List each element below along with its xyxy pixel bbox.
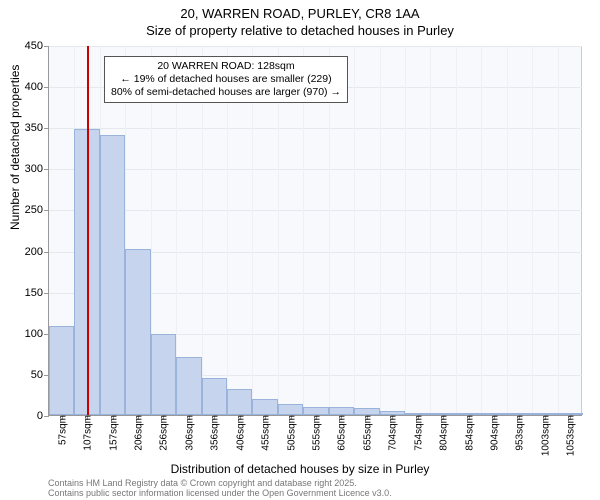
y-tick-mark — [44, 252, 49, 253]
footnote-line2: Contains public sector information licen… — [48, 488, 392, 498]
gridline-v — [481, 46, 482, 415]
x-tick-label: 655sqm — [360, 415, 373, 451]
gridline-h — [49, 46, 582, 47]
gridline-v — [532, 46, 533, 415]
chart-title-line1: 20, WARREN ROAD, PURLEY, CR8 1AA — [0, 6, 600, 21]
histogram-bar — [100, 135, 125, 415]
x-tick-label: 555sqm — [310, 415, 323, 451]
gridline-h — [49, 169, 582, 170]
x-tick-label: 704sqm — [386, 415, 399, 451]
x-tick-label: 754sqm — [411, 415, 424, 451]
histogram-bar — [303, 407, 328, 415]
histogram-bar — [227, 389, 252, 415]
y-tick-mark — [44, 169, 49, 170]
x-axis-label: Distribution of detached houses by size … — [0, 462, 600, 476]
x-tick-label: 57sqm — [55, 415, 68, 445]
annotation-box: 20 WARREN ROAD: 128sqm← 19% of detached … — [104, 56, 348, 103]
x-tick-label: 206sqm — [132, 415, 145, 451]
histogram-bar — [151, 334, 176, 415]
x-tick-label: 804sqm — [437, 415, 450, 451]
plot-area: 05010015020025030035040045057sqm107sqm15… — [48, 46, 582, 416]
gridline-v — [558, 46, 559, 415]
annotation-line3: 80% of semi-detached houses are larger (… — [111, 86, 341, 99]
y-tick-mark — [44, 46, 49, 47]
gridline-v — [354, 46, 355, 415]
reference-line — [87, 46, 89, 415]
gridline-v — [405, 46, 406, 415]
x-tick-label: 157sqm — [106, 415, 119, 451]
gridline-h — [49, 128, 582, 129]
x-tick-label: 505sqm — [284, 415, 297, 451]
gridline-h — [49, 210, 582, 211]
chart-area: 05010015020025030035040045057sqm107sqm15… — [48, 46, 582, 416]
x-tick-label: 356sqm — [208, 415, 221, 451]
histogram-bar — [278, 404, 303, 415]
x-tick-label: 854sqm — [462, 415, 475, 451]
x-tick-label: 904sqm — [488, 415, 501, 451]
y-tick-mark — [44, 416, 49, 417]
x-tick-label: 306sqm — [182, 415, 195, 451]
x-tick-label: 107sqm — [81, 415, 94, 451]
x-tick-label: 1053sqm — [564, 415, 577, 456]
histogram-bar — [125, 249, 150, 415]
histogram-bar — [176, 357, 201, 415]
annotation-line2: ← 19% of detached houses are smaller (22… — [111, 73, 341, 86]
gridline-v — [456, 46, 457, 415]
y-tick-mark — [44, 87, 49, 88]
plot-border-right — [581, 46, 582, 415]
histogram-bar — [329, 407, 354, 415]
x-tick-label: 406sqm — [233, 415, 246, 451]
x-tick-label: 256sqm — [157, 415, 170, 451]
annotation-line1: 20 WARREN ROAD: 128sqm — [111, 60, 341, 73]
y-tick-mark — [44, 210, 49, 211]
y-tick-mark — [44, 293, 49, 294]
gridline-v — [380, 46, 381, 415]
histogram-bar — [252, 399, 277, 415]
footnote-line1: Contains HM Land Registry data © Crown c… — [48, 478, 392, 488]
x-tick-label: 605sqm — [335, 415, 348, 451]
y-tick-mark — [44, 128, 49, 129]
gridline-v — [430, 46, 431, 415]
x-tick-label: 953sqm — [513, 415, 526, 451]
gridline-v — [507, 46, 508, 415]
footnote: Contains HM Land Registry data © Crown c… — [48, 478, 392, 499]
x-tick-label: 455sqm — [259, 415, 272, 451]
x-tick-label: 1003sqm — [538, 415, 551, 456]
histogram-bar — [49, 326, 74, 415]
chart-title-block: 20, WARREN ROAD, PURLEY, CR8 1AA Size of… — [0, 0, 600, 38]
chart-title-line2: Size of property relative to detached ho… — [0, 23, 600, 38]
histogram-bar — [202, 378, 227, 415]
y-axis-label: Number of detached properties — [8, 65, 22, 230]
